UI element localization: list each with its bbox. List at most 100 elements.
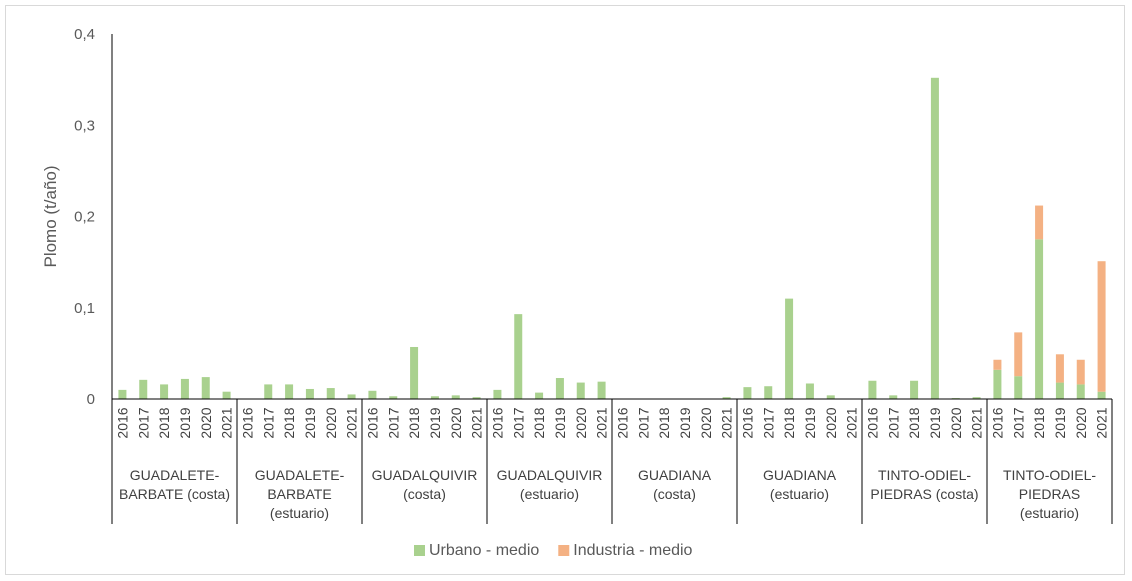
bar-urbano <box>785 298 794 399</box>
bar-urbano <box>451 395 460 399</box>
group-label: (estuario) <box>520 486 579 502</box>
y-tick-label: 0,1 <box>74 300 95 317</box>
bar-urbano <box>514 314 523 399</box>
bar-urbano <box>201 377 210 399</box>
bar-urbano <box>930 77 939 400</box>
bar-urbano <box>347 394 356 399</box>
bar-urbano <box>1076 384 1085 399</box>
bar-urbano <box>993 369 1002 399</box>
year-tick-label: 2016 <box>489 407 505 438</box>
bar-urbano <box>1055 382 1064 399</box>
year-tick-label: 2019 <box>177 407 193 438</box>
group-label: (costa) <box>403 486 446 502</box>
group-label: (estuario) <box>1020 505 1079 521</box>
year-tick-label: 2018 <box>281 407 297 438</box>
group-label: (costa) <box>653 486 696 502</box>
year-tick-label: 2021 <box>719 407 735 438</box>
year-tick-label: 2019 <box>552 407 568 438</box>
bar-urbano <box>764 386 773 399</box>
bar-urbano <box>1097 391 1106 399</box>
year-tick-label: 2020 <box>198 407 214 438</box>
year-tick-label: 2020 <box>448 407 464 438</box>
bar-urbano <box>264 384 273 399</box>
bar-urbano <box>1014 376 1023 399</box>
year-tick-label: 2017 <box>510 407 526 438</box>
bar-urbano <box>139 379 148 399</box>
group-label: GUADALQUIVIR <box>372 467 478 483</box>
group-label: GUADIANA <box>763 467 837 483</box>
year-tick-label: 2020 <box>823 407 839 438</box>
bar-urbano <box>389 396 398 399</box>
year-tick-label: 2019 <box>302 407 318 438</box>
bar-urbano <box>826 395 835 399</box>
year-tick-label: 2016 <box>239 407 255 438</box>
bar-urbano <box>493 389 502 399</box>
y-tick-label: 0,2 <box>74 209 95 226</box>
bar-industria <box>1035 205 1044 240</box>
bar-urbano <box>576 382 585 399</box>
year-tick-label: 2016 <box>364 407 380 438</box>
year-tick-label: 2017 <box>635 407 651 438</box>
year-tick-label: 2017 <box>385 407 401 438</box>
bar-urbano <box>285 384 294 399</box>
year-tick-label: 2016 <box>614 407 630 438</box>
y-tick-label: 0,4 <box>74 26 95 43</box>
bar-urbano <box>972 397 981 399</box>
group-label: (estuario) <box>270 505 329 521</box>
y-axis-title: Plomo (t/año) <box>41 165 60 267</box>
bar-urbano <box>597 381 606 399</box>
year-tick-label: 2019 <box>427 407 443 438</box>
bar-urbano <box>222 391 231 399</box>
bar-industria <box>1055 354 1064 383</box>
bar-urbano <box>430 396 439 399</box>
year-tick-label: 2021 <box>844 407 860 438</box>
bar-urbano <box>743 387 752 399</box>
year-tick-label: 2019 <box>1052 407 1068 438</box>
bar-urbano <box>326 388 335 399</box>
group-label: TINTO-ODIEL- <box>878 467 971 483</box>
bar-urbano <box>805 383 814 399</box>
year-tick-label: 2020 <box>698 407 714 438</box>
bar-urbano <box>535 392 544 399</box>
group-label: GUADIANA <box>638 467 712 483</box>
bar-urbano <box>368 390 377 399</box>
year-tick-label: 2018 <box>781 407 797 438</box>
year-tick-label: 2021 <box>594 407 610 438</box>
year-tick-label: 2018 <box>906 407 922 438</box>
bar-urbano <box>555 378 564 399</box>
year-tick-label: 2016 <box>739 407 755 438</box>
chart-container: 0 0,1 0,2 0,3 0,4 Plomo (t/año) 2016 2017 2018 20… <box>5 5 1125 575</box>
year-tick-label: 2018 <box>656 407 672 438</box>
year-tick-label: 2020 <box>1073 407 1089 438</box>
year-tick-label: 2021 <box>344 407 360 438</box>
stacked-bar-chart: 0 0,1 0,2 0,3 0,4 Plomo (t/año) 2016 2017 2018 20… <box>41 26 1113 559</box>
bar-urbano <box>305 388 314 399</box>
year-tick-label: 2017 <box>135 407 151 438</box>
year-tick-label: 2016 <box>114 407 130 438</box>
year-tick-label: 2018 <box>1031 407 1047 438</box>
bar-urbano <box>910 380 919 399</box>
year-tick-label: 2018 <box>156 407 172 438</box>
group-label: GUADALQUIVIR <box>497 467 603 483</box>
year-tick-label: 2017 <box>1010 407 1026 438</box>
bar-urbano <box>160 384 169 399</box>
year-tick-label: 2016 <box>989 407 1005 438</box>
year-tick-label: 2021 <box>469 407 485 438</box>
group-label: TINTO-ODIEL- <box>1003 467 1096 483</box>
bar-industria <box>1097 261 1106 392</box>
year-tick-label: 2019 <box>677 407 693 438</box>
y-tick-label: 0,3 <box>74 117 95 134</box>
year-tick-label: 2019 <box>927 407 943 438</box>
year-tick-label: 2020 <box>948 407 964 438</box>
legend-swatch <box>558 545 570 556</box>
y-tick-label: 0 <box>87 391 95 408</box>
year-tick-label: 2021 <box>219 407 235 438</box>
group-label: (estuario) <box>770 486 829 502</box>
bar-industria <box>993 359 1002 370</box>
legend-label: Urbano - medio <box>429 542 539 559</box>
group-label: BARBATE (costa) <box>119 486 230 502</box>
bar-urbano <box>1035 239 1044 399</box>
year-tick-label: 2021 <box>1094 407 1110 438</box>
bar-urbano <box>722 397 731 399</box>
year-tick-label: 2018 <box>406 407 422 438</box>
